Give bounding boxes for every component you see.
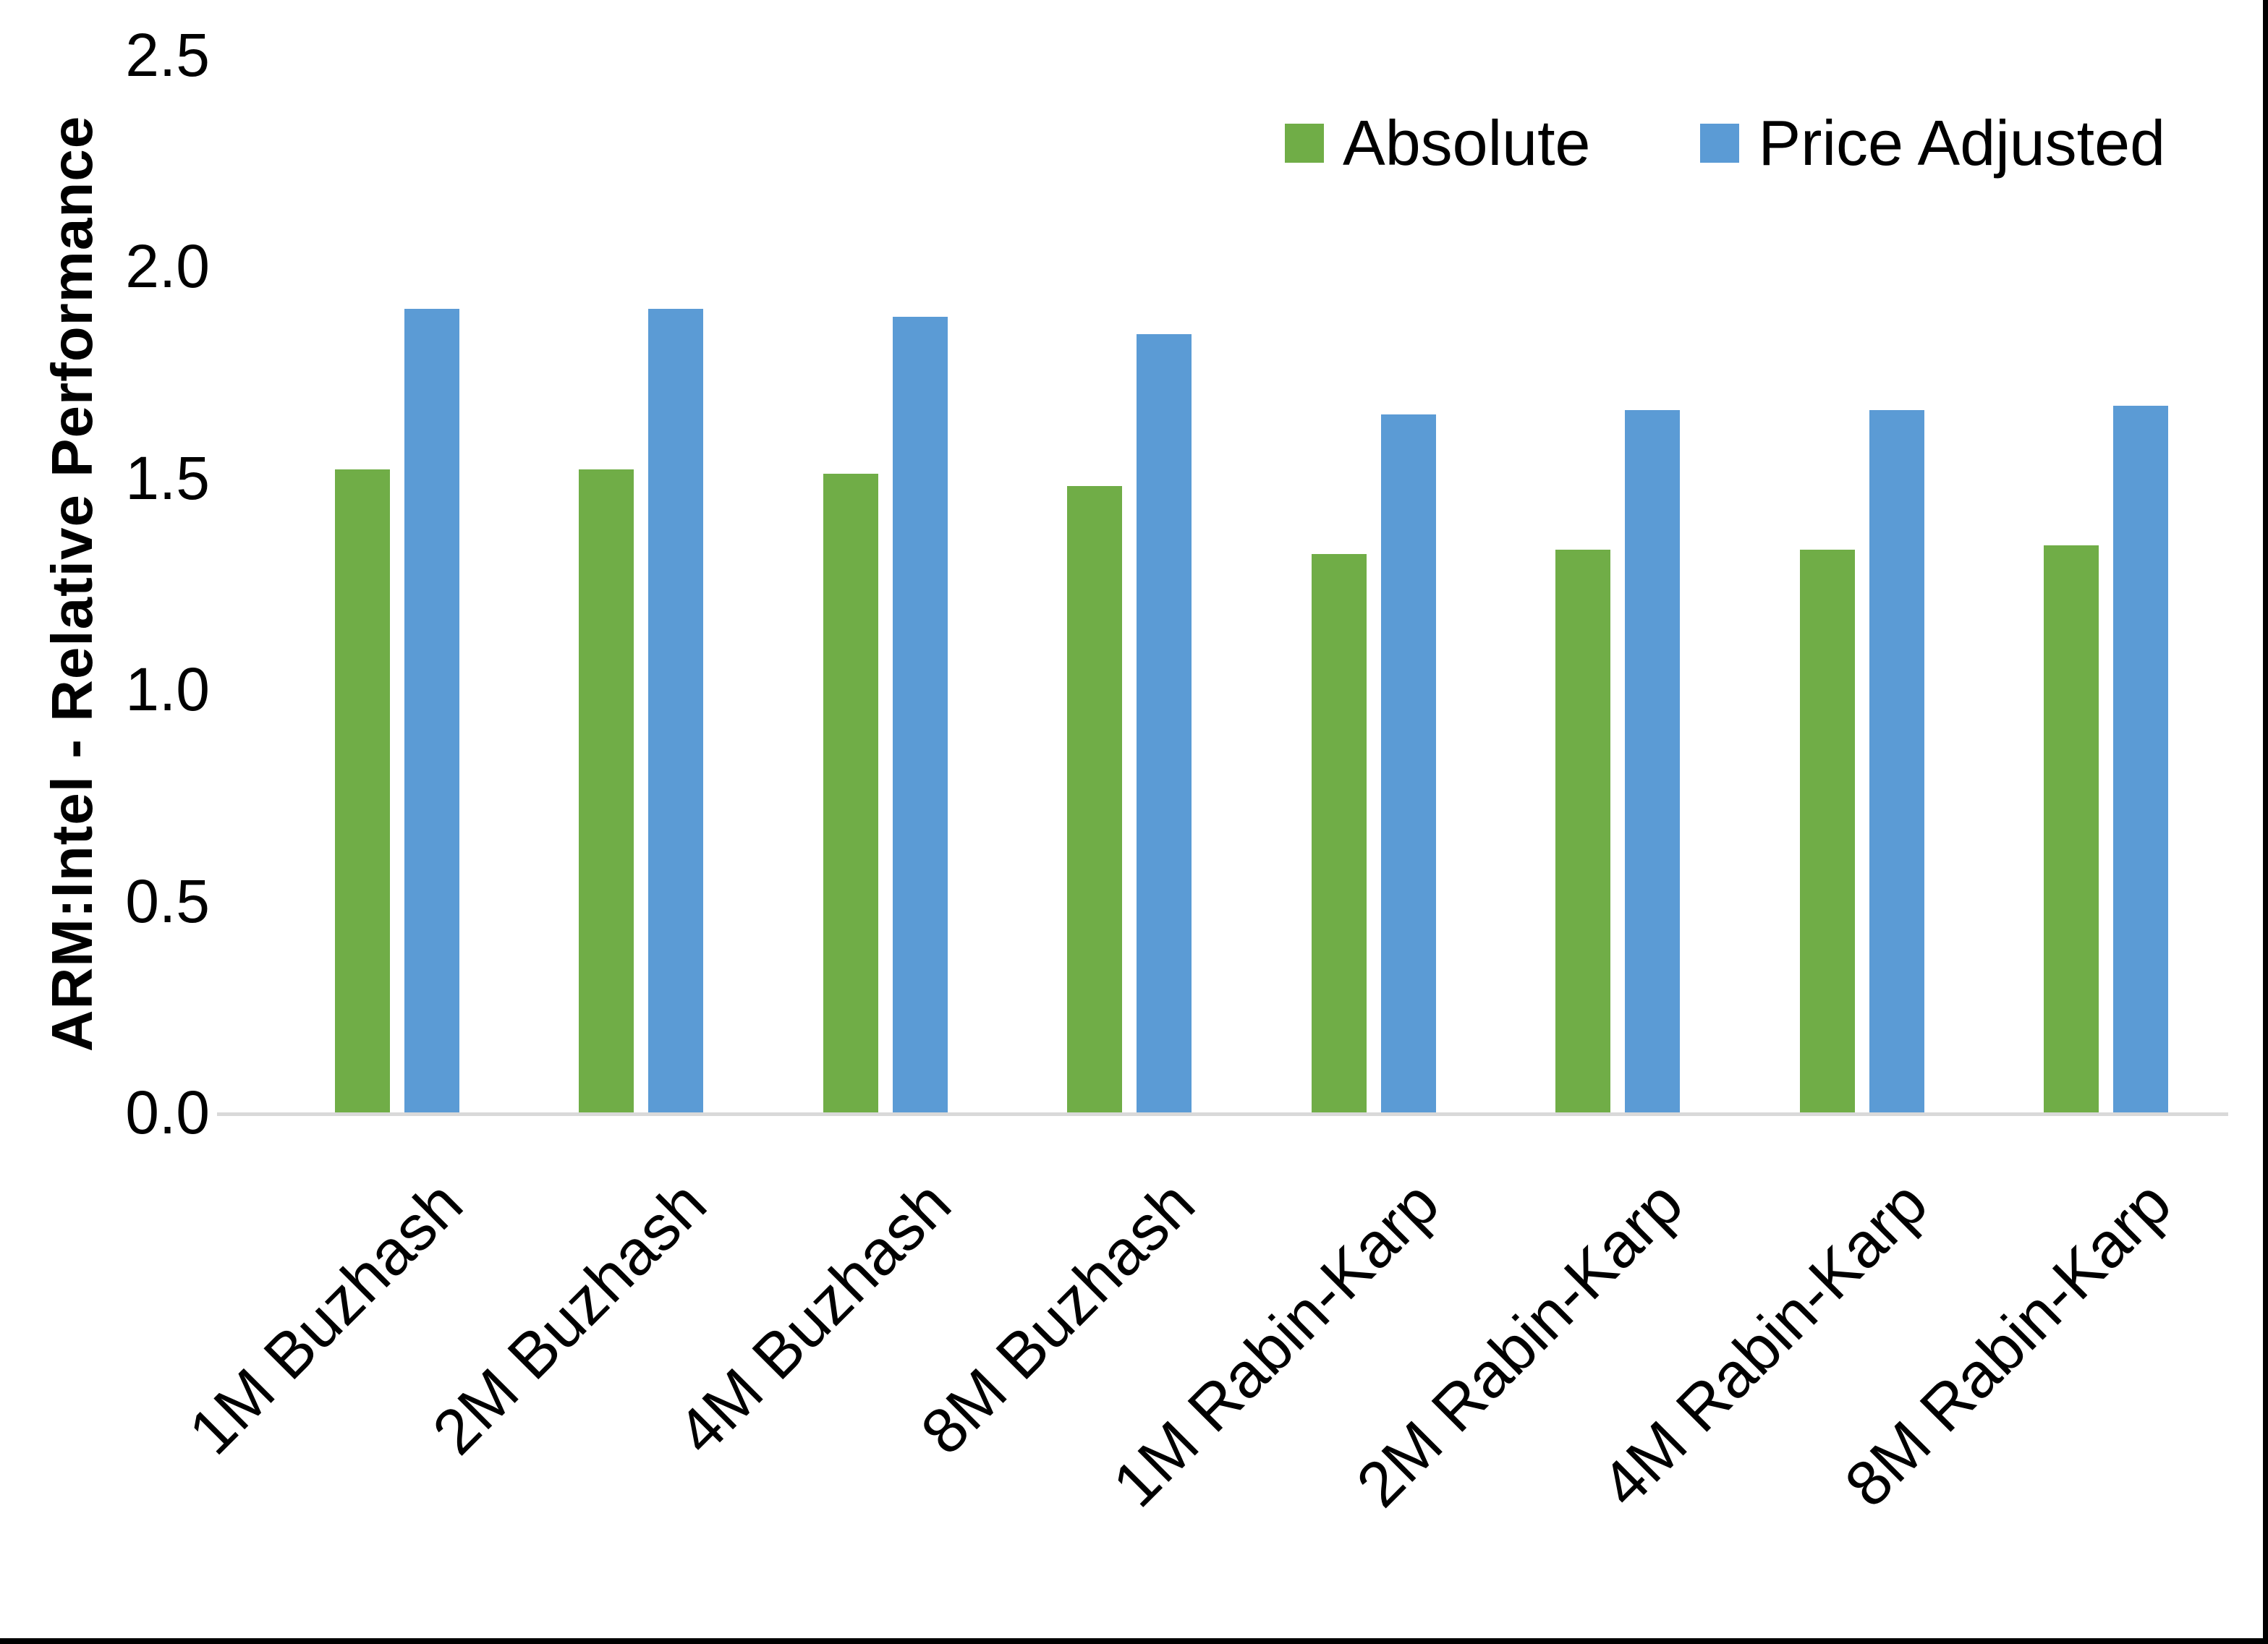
bar-price-adjusted-1m-buzhash <box>404 308 459 1112</box>
y-tick-label-1.0: 1.0 <box>125 655 210 723</box>
legend-item-absolute: Absolute <box>1285 107 1590 179</box>
bar-price-adjusted-8m-buzhash <box>1137 333 1192 1112</box>
bar-price-adjusted-4m-buzhash <box>892 317 948 1112</box>
legend-label-absolute: Absolute <box>1343 107 1591 179</box>
legend-swatch-absolute <box>1285 124 1324 163</box>
legend: Absolute Price Adjusted <box>1285 107 2165 179</box>
bar-absolute-4m-buzhash <box>823 473 878 1112</box>
y-tick-label-1.5: 1.5 <box>125 443 210 512</box>
bar-absolute-1m-rabin-karp <box>1311 553 1367 1112</box>
bar-absolute-2m-rabin-karp <box>1555 549 1611 1112</box>
legend-label-price-adjusted: Price Adjusted <box>1758 107 2166 179</box>
y-tick-label-2.5: 2.5 <box>125 20 210 89</box>
bar-absolute-8m-rabin-karp <box>2044 545 2099 1112</box>
frame-border-right <box>2263 0 2268 1644</box>
bar-absolute-8m-buzhash <box>1067 486 1123 1112</box>
bar-absolute-1m-buzhash <box>334 469 390 1112</box>
frame-border-bottom <box>0 1638 2268 1644</box>
bar-price-adjusted-8m-rabin-karp <box>2113 406 2169 1112</box>
bar-absolute-4m-rabin-karp <box>1799 549 1855 1112</box>
y-tick-label-0.5: 0.5 <box>125 866 210 935</box>
bar-price-adjusted-4m-rabin-karp <box>1869 409 1924 1112</box>
bar-price-adjusted-2m-rabin-karp <box>1625 409 1681 1112</box>
x-axis-line <box>217 1112 2228 1116</box>
bar-price-adjusted-2m-buzhash <box>648 308 704 1112</box>
y-tick-label-2.0: 2.0 <box>125 232 210 300</box>
y-tick-label-0.0: 0.0 <box>125 1078 210 1146</box>
legend-item-price-adjusted: Price Adjusted <box>1700 107 2165 179</box>
legend-swatch-price-adjusted <box>1700 124 1740 163</box>
bar-absolute-2m-buzhash <box>579 469 634 1112</box>
bar-price-adjusted-1m-rabin-karp <box>1380 414 1436 1112</box>
